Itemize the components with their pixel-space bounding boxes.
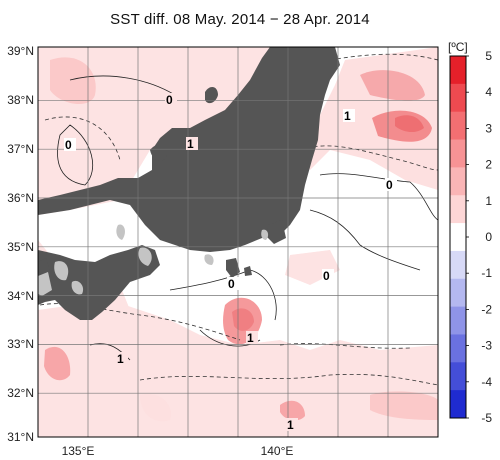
colorbar-tick-label: 0 (485, 230, 492, 244)
kyushu-strait (38, 272, 52, 296)
lon-label: 135°E (62, 444, 95, 458)
colorbar-cell (450, 334, 466, 363)
colorbar-tick-label: -4 (481, 375, 492, 389)
colorbar-tick-label: -3 (481, 339, 492, 353)
colorbar-cell (450, 250, 466, 280)
colorbar-tick-label: 1 (485, 194, 492, 208)
contour-label: 0 (228, 277, 235, 291)
contour-label: 0 (386, 178, 393, 192)
colorbar-cell (450, 56, 466, 85)
colorbar-cell (450, 362, 466, 391)
boso-peninsula (266, 220, 286, 244)
contour-label: 0 (65, 138, 72, 152)
lat-label: 38°N (7, 93, 34, 107)
colorbar-cell (450, 278, 466, 308)
longitude-labels: 135°E 140°E (62, 444, 294, 458)
lakes (38, 224, 269, 296)
contour-label: 0 (323, 269, 330, 283)
tokyo-bay (261, 229, 269, 240)
lat-label: 35°N (7, 240, 34, 254)
colorbar: [ºC] 5 4 3 2 1 0 -1 -2 -3 -4 -5 (448, 40, 492, 425)
colorbar-cell (450, 195, 466, 224)
contour-label: 1 (117, 352, 124, 366)
oshima-island (244, 266, 252, 276)
suruga-bay (204, 254, 214, 265)
colorbar-cell (450, 111, 466, 141)
lat-lon-grid (38, 47, 438, 437)
noto-peninsula (150, 144, 167, 161)
plot-frame (37, 46, 439, 438)
kii-peninsula (38, 245, 160, 320)
lat-label: 34°N (7, 289, 34, 303)
colorbar-cell (450, 390, 466, 419)
izu-peninsula (226, 258, 240, 278)
colorbar-tick-label: 5 (485, 49, 492, 63)
lat-label: 36°N (7, 191, 34, 205)
colorbar-cell (450, 139, 466, 168)
lat-label: 31°N (7, 430, 34, 444)
lat-label: 39°N (7, 44, 34, 58)
colorbar-cell (450, 167, 466, 196)
colorbar-tick-label: 4 (485, 85, 492, 99)
contour-labels: 0 1 0 1 0 0 0 1 1 1 (64, 93, 397, 432)
contour-label: 1 (344, 109, 351, 123)
colorbar-tick-label: 2 (485, 158, 492, 172)
awaji-island (38, 258, 50, 274)
latitude-labels: 39°N 38°N 37°N 36°N 35°N 34°N 33°N 32°N … (7, 44, 34, 444)
colorbar-tick-label: -1 (481, 266, 492, 280)
colorbar-cells (450, 56, 466, 419)
colorbar-cell (450, 223, 466, 252)
contour-label: 1 (187, 137, 194, 151)
colorbar-cell (450, 83, 466, 113)
shikoku-coast (71, 280, 84, 295)
contour-label: 0 (166, 93, 173, 107)
lat-label: 33°N (7, 337, 34, 351)
colorbar-tick-label: -5 (481, 411, 492, 425)
lat-label: 32°N (7, 386, 34, 400)
contour-label: 1 (247, 331, 254, 345)
osaka-bay (54, 261, 69, 281)
lake-biwa (116, 224, 125, 240)
contour-lines-dashed (39, 53, 439, 386)
lat-label: 37°N (7, 142, 34, 156)
map-title: SST diff. 08 May. 2014 − 28 Apr. 2014 (110, 11, 370, 28)
sado-island (205, 86, 218, 104)
contour-label: 1 (287, 418, 294, 432)
ise-bay (138, 247, 152, 266)
colorbar-tick-label: 3 (485, 121, 492, 135)
colorbar-cell (450, 306, 466, 335)
colorbar-ticks: 5 4 3 2 1 0 -1 -2 -3 -4 -5 (466, 49, 492, 425)
lon-label: 140°E (261, 444, 294, 458)
colorbar-tick-label: -2 (481, 302, 492, 316)
colorbar-unit: [ºC] (448, 40, 468, 54)
